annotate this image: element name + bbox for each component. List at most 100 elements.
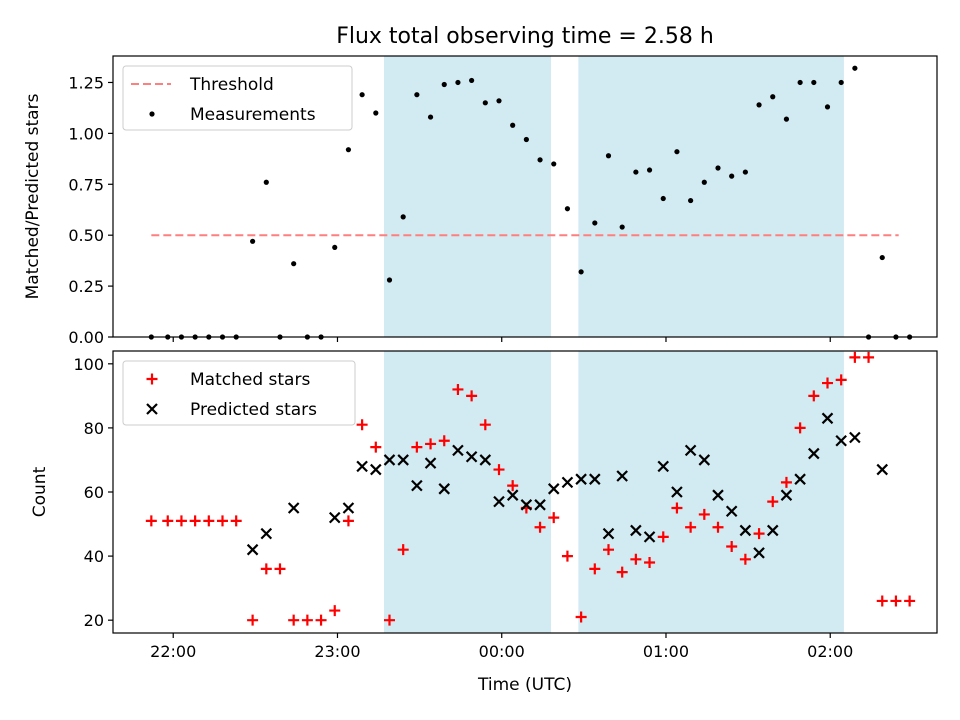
data-point	[578, 269, 584, 275]
data-point	[821, 412, 834, 425]
data-point	[397, 544, 409, 556]
data-point	[729, 173, 735, 179]
data-point	[425, 438, 437, 450]
data-point	[493, 495, 505, 508]
data-point	[589, 473, 601, 485]
legend-swatch	[149, 111, 155, 117]
y-tick-label: 1.25	[68, 73, 104, 92]
data-point	[246, 543, 259, 556]
y-axis-label: Matched/Predicted stars	[23, 93, 43, 299]
y-tick-label: 0.00	[68, 328, 104, 347]
data-point	[725, 505, 738, 518]
data-point	[345, 147, 352, 153]
data-point	[329, 605, 341, 617]
data-point	[247, 614, 259, 626]
data-point	[742, 169, 748, 175]
data-point	[466, 390, 478, 402]
legend-label: Matched stars	[190, 370, 310, 390]
data-point	[386, 277, 393, 283]
data-point	[291, 261, 297, 267]
data-point	[657, 460, 670, 473]
data-point	[701, 179, 707, 185]
legend: Threshold Measurements	[122, 65, 353, 131]
legend-marker	[146, 403, 158, 415]
series-measurements	[148, 65, 913, 340]
data-point	[684, 444, 697, 457]
data-point	[890, 595, 902, 607]
legend-label: Predicted stars	[190, 400, 317, 420]
series-predicted-stars	[246, 412, 889, 559]
data-point	[342, 502, 355, 514]
data-point	[726, 540, 738, 552]
x-tick-label: 01:00	[643, 642, 689, 661]
data-point	[288, 614, 300, 626]
data-point	[794, 473, 806, 485]
data-point	[739, 524, 752, 537]
data-point	[808, 447, 820, 460]
data-point	[383, 454, 396, 466]
data-point	[383, 614, 395, 626]
legend-marker	[149, 111, 155, 117]
data-point	[712, 521, 724, 533]
data-point	[561, 476, 574, 489]
data-point	[260, 527, 273, 540]
data-point	[356, 460, 368, 473]
data-point	[506, 489, 519, 501]
data-point	[849, 431, 861, 444]
data-point	[575, 611, 587, 623]
observing-window-2	[578, 351, 844, 633]
y-tick-label: 0.75	[68, 175, 104, 194]
legend-swatch	[146, 373, 158, 385]
y-tick-label: 0.25	[68, 277, 104, 296]
data-point	[274, 563, 286, 575]
data-point	[602, 527, 615, 540]
data-point	[411, 479, 423, 492]
data-point	[455, 79, 461, 86]
data-point	[852, 65, 858, 71]
y-tick-label: 0.50	[68, 226, 104, 245]
data-point	[328, 511, 341, 524]
data-point	[766, 524, 779, 537]
legend-swatch	[146, 403, 158, 415]
data-point	[616, 566, 628, 578]
data-point	[876, 463, 889, 476]
data-point	[537, 157, 543, 163]
data-point	[547, 483, 560, 495]
data-point	[783, 116, 790, 122]
data-point	[589, 563, 601, 575]
data-point	[315, 614, 327, 626]
data-point	[438, 483, 451, 495]
data-point	[688, 197, 694, 204]
data-point	[534, 521, 546, 533]
data-point	[644, 557, 656, 568]
data-point	[427, 114, 434, 120]
legend: Matched stars Predicted stars	[122, 360, 356, 426]
data-point	[370, 463, 382, 476]
figure-title: Flux total observing time = 2.58 h	[336, 24, 714, 49]
data-point	[643, 531, 656, 543]
data-point	[482, 100, 488, 106]
data-point	[250, 238, 256, 244]
data-point	[414, 92, 420, 98]
data-point	[698, 454, 711, 466]
data-point	[630, 553, 642, 565]
data-point	[715, 165, 721, 171]
y-tick-label: 60	[84, 483, 104, 502]
data-point	[548, 512, 560, 524]
data-point	[301, 614, 313, 626]
data-point	[770, 94, 776, 100]
data-point	[753, 547, 765, 559]
data-point	[441, 81, 447, 88]
x-tick-label: 23:00	[314, 642, 360, 661]
data-point	[373, 110, 379, 116]
data-point	[203, 515, 215, 527]
data-point	[835, 374, 847, 386]
data-point	[189, 515, 201, 527]
x-tick-label: 00:00	[479, 642, 525, 661]
data-point	[452, 383, 464, 395]
data-point	[452, 444, 464, 457]
data-point	[534, 499, 546, 511]
legend-label: Measurements	[190, 105, 316, 125]
data-point	[551, 161, 557, 167]
